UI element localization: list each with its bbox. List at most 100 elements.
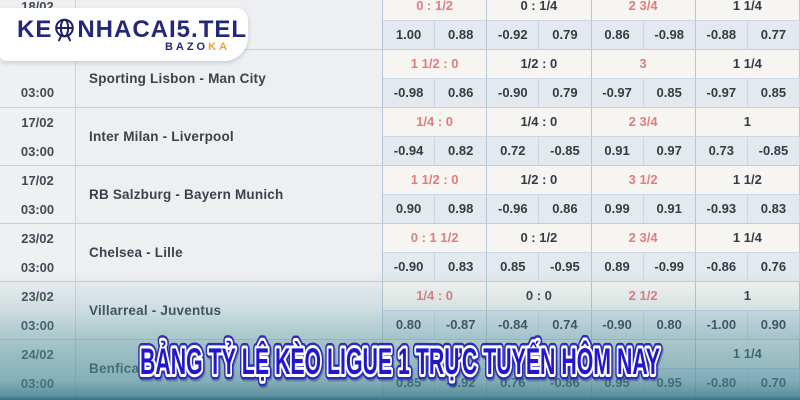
handicap-cell: 1 1/4: [695, 224, 800, 253]
brand-subtitle-left: BAZO: [164, 40, 209, 53]
odds-cell[interactable]: -0.85: [539, 137, 592, 165]
odds-cell[interactable]: 0.85: [383, 369, 436, 397]
match-name-cell[interactable]: Chelsea - Lille: [76, 224, 383, 281]
match-name[interactable]: Chelsea - Lille: [89, 245, 183, 260]
odds-cell[interactable]: 0.74: [539, 311, 592, 339]
odds-cell[interactable]: 0.85: [487, 253, 540, 281]
odds-cell[interactable]: 0.83: [747, 195, 800, 223]
odds-cell[interactable]: -0.93: [695, 195, 748, 223]
handicap-cell: 1/4 : 0: [383, 108, 488, 137]
odds-cell[interactable]: 0.76: [747, 253, 800, 281]
odds-cell[interactable]: -0.80: [695, 369, 748, 397]
odds-cell[interactable]: 0.91: [591, 137, 644, 165]
odds-cell[interactable]: -0.98: [383, 79, 436, 107]
odds-cell[interactable]: -0.97: [591, 79, 644, 107]
odds-cell[interactable]: 0.77: [747, 21, 800, 49]
odds-cell[interactable]: 0.72: [487, 137, 540, 165]
match-name[interactable]: Villarreal - Juventus: [89, 303, 222, 318]
match-name[interactable]: Inter Milan - Liverpool: [89, 129, 234, 144]
match-name-cell[interactable]: RB Salzburg - Bayern Munich: [76, 166, 383, 223]
handicap-cell: 1/4 : 0: [487, 108, 592, 137]
odds-cell[interactable]: -1.00: [695, 311, 748, 339]
odds-cell[interactable]: 0.80: [383, 311, 436, 339]
match-date: 23/02: [21, 289, 54, 304]
date-time-cell: 17/02 03:00: [0, 108, 76, 165]
match-date: 23/02: [21, 231, 54, 246]
odds-cell[interactable]: -0.98: [643, 21, 696, 49]
handicap-cell: 3: [591, 50, 696, 79]
odds-cell[interactable]: -0.90: [383, 253, 436, 281]
handicap-cell: 1 1/4: [695, 50, 800, 79]
match-time: 03:00: [20, 260, 55, 275]
brand-subtitle-right: KA: [208, 40, 230, 53]
odds-group: 1/4 : 0 1/4 : 0 2 3/4 1 -0.94 0.82 0.72 …: [383, 108, 800, 165]
odds-cell[interactable]: -0.86: [695, 253, 748, 281]
odds-cell[interactable]: 0.99: [591, 195, 644, 223]
odds-cell[interactable]: 0.86: [591, 21, 644, 49]
odds-cell[interactable]: -0.90: [487, 79, 540, 107]
odds-cell[interactable]: 0.98: [435, 195, 488, 223]
match-time: 03:00: [20, 318, 55, 333]
handicap-cell: 2 3/4: [591, 340, 696, 369]
brand-text-post: NHACAI5.TEL: [77, 15, 248, 43]
match-name[interactable]: Sporting Lisbon - Man City: [89, 71, 266, 86]
odds-cell[interactable]: -0.86: [539, 369, 592, 397]
date-time-cell: 17/02 03:00: [0, 166, 76, 223]
odds-cell[interactable]: 0.79: [539, 21, 592, 49]
odds-cell[interactable]: -0.99: [643, 253, 696, 281]
handicap-cell: 0 : 0: [487, 282, 592, 311]
odds-cell[interactable]: 1.00: [383, 21, 436, 49]
match-row: 23/02 03:00 Chelsea - Lille 0 : 1 1/2 0 …: [0, 224, 800, 282]
odds-cell[interactable]: -0.90: [591, 311, 644, 339]
match-name-cell[interactable]: Villarreal - Juventus: [76, 282, 383, 339]
handicap-cell: [383, 340, 488, 369]
odds-group: 2 3/4 1 1/4 0.85 -0.92 0.76 -0.86 0.95 0…: [383, 340, 800, 397]
odds-cell[interactable]: 0.86: [539, 195, 592, 223]
odds-cell[interactable]: -0.95: [539, 253, 592, 281]
odds-cell[interactable]: 0.95: [643, 369, 696, 397]
match-name[interactable]: Benfica: [89, 361, 140, 376]
match-time: 03:00: [20, 202, 55, 217]
odds-cell[interactable]: 0.79: [539, 79, 592, 107]
odds-group: 0 : 1/2 0 : 1/4 2 3/4 1 1/4 1.00 0.88 -0…: [383, 0, 800, 49]
odds-cell[interactable]: -0.92: [487, 21, 540, 49]
odds-cell[interactable]: 0.85: [643, 79, 696, 107]
odds-cell[interactable]: 0.88: [435, 21, 488, 49]
handicap-cell: 2 3/4: [591, 0, 696, 21]
date-time-cell: 23/02 03:00: [0, 282, 76, 339]
handicap-cell: 0 : 1/2: [487, 224, 592, 253]
odds-cell[interactable]: 0.76: [487, 369, 540, 397]
odds-cell[interactable]: -0.87: [435, 311, 488, 339]
match-name-cell[interactable]: Inter Milan - Liverpool: [76, 108, 383, 165]
match-row: 17/02 03:00 RB Salzburg - Bayern Munich …: [0, 166, 800, 224]
match-name-cell[interactable]: Benfica: [76, 340, 383, 397]
odds-cell[interactable]: -0.97: [695, 79, 748, 107]
odds-cell[interactable]: 0.82: [435, 137, 488, 165]
odds-cell[interactable]: 0.95: [591, 369, 644, 397]
match-row: 17/02 03:00 Inter Milan - Liverpool 1/4 …: [0, 108, 800, 166]
odds-cell[interactable]: 0.85: [747, 79, 800, 107]
odds-cell[interactable]: 0.70: [747, 369, 800, 397]
odds-cell[interactable]: 0.90: [383, 195, 436, 223]
odds-cell[interactable]: -0.85: [747, 137, 800, 165]
odds-cell[interactable]: 0.73: [695, 137, 748, 165]
odds-cell[interactable]: 0.90: [747, 311, 800, 339]
odds-cell[interactable]: 0.80: [643, 311, 696, 339]
match-row: 23/02 03:00 Villarreal - Juventus 1/4 : …: [0, 282, 800, 340]
handicap-cell: 3 1/2: [591, 166, 696, 195]
odds-cell[interactable]: 0.97: [643, 137, 696, 165]
odds-cell[interactable]: -0.94: [383, 137, 436, 165]
brand-logo[interactable]: KE NHACAI5.TEL BAZOKA: [0, 8, 248, 61]
odds-cell[interactable]: 0.91: [643, 195, 696, 223]
odds-cell[interactable]: -0.88: [695, 21, 748, 49]
match-name[interactable]: RB Salzburg - Bayern Munich: [89, 187, 284, 202]
odds-cell[interactable]: -0.84: [487, 311, 540, 339]
match-date: 24/02: [21, 347, 54, 362]
odds-cell[interactable]: -0.96: [487, 195, 540, 223]
odds-cell[interactable]: 0.89: [591, 253, 644, 281]
odds-cell[interactable]: -0.92: [435, 369, 488, 397]
odds-cell[interactable]: 0.83: [435, 253, 488, 281]
odds-cell[interactable]: 0.86: [435, 79, 488, 107]
brand-text-pre: KE: [17, 15, 53, 43]
